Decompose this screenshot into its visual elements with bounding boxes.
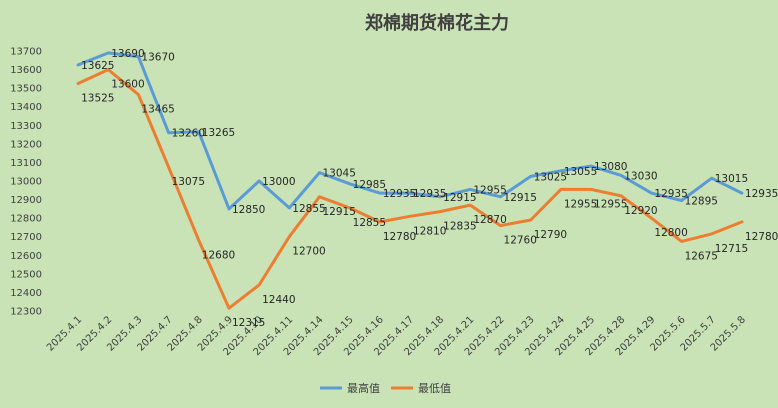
series-line-high: [76, 51, 744, 211]
data-label-low: 12810: [413, 225, 446, 237]
data-label-low: 12780: [383, 231, 416, 243]
y-tick-label: 13500: [10, 84, 42, 95]
data-label-high: 12855: [292, 203, 325, 215]
y-tick-label: 13100: [10, 158, 42, 169]
data-label-low: 12855: [353, 217, 386, 229]
data-label-high: 12955: [473, 184, 506, 196]
data-label-high: 12850: [232, 204, 265, 216]
data-label-high: 12935: [383, 188, 416, 200]
legend-label: 最低值: [418, 382, 451, 395]
y-tick-label: 13000: [10, 177, 42, 188]
data-label-low: 12780: [745, 231, 778, 243]
data-label-low: 12700: [292, 246, 325, 258]
data-label-high: 13260: [172, 128, 205, 140]
data-label-high: 13000: [262, 176, 295, 188]
data-label-high: 13045: [322, 168, 355, 180]
data-label-low: 12440: [262, 294, 295, 306]
data-label-high: 13670: [141, 52, 174, 64]
data-label-low: 13525: [81, 93, 114, 105]
data-label-low: 12870: [473, 214, 506, 226]
data-label-low: 12790: [534, 229, 567, 241]
data-label-high: 13030: [624, 170, 657, 182]
y-tick-label: 13600: [10, 65, 42, 76]
x-axis: 2025.4.12025.4.22025.4.32025.4.72025.4.8…: [45, 314, 748, 358]
data-label-high: 13625: [81, 60, 114, 72]
data-label-low: 12920: [624, 205, 657, 217]
data-label-low: 12315: [232, 317, 265, 329]
data-label-low: 12760: [504, 235, 537, 247]
y-tick-label: 13400: [10, 102, 42, 113]
data-label-high: 12915: [443, 192, 476, 204]
y-tick-label: 12900: [10, 195, 42, 206]
data-label-high: 12895: [685, 196, 718, 208]
legend: 最高值 最低值: [320, 381, 451, 395]
y-tick-label: 13300: [10, 121, 42, 132]
data-label-low: 12680: [202, 249, 235, 261]
y-tick-label: 13200: [10, 139, 42, 150]
data-label-high: 12915: [504, 192, 537, 204]
data-label-high: 12985: [353, 179, 386, 191]
y-tick-label: 12800: [10, 214, 42, 225]
y-tick-label: 12500: [10, 269, 42, 280]
data-label-high: 12935: [413, 188, 446, 200]
legend-label: 最高值: [347, 381, 380, 395]
data-label-high: 13690: [111, 48, 144, 60]
data-label-low: 12955: [564, 198, 597, 210]
data-label-low: 12800: [654, 227, 687, 239]
data-label-low: 13600: [111, 79, 144, 91]
data-label-high: 13025: [534, 171, 567, 183]
data-label-low: 12915: [322, 206, 355, 218]
data-label-high: 12935: [745, 188, 778, 200]
data-label-high: 13080: [594, 161, 627, 173]
data-label-low: 13465: [141, 104, 174, 116]
data-label-high: 13055: [564, 166, 597, 178]
y-axis: 12300 12400 12500 12600 12700 12800 12900 13000…: [10, 47, 42, 318]
data-label-low: 12715: [715, 243, 748, 255]
y-tick-label: 12400: [10, 288, 42, 299]
y-tick-label: 13700: [10, 47, 42, 58]
data-label-high: 13015: [715, 173, 748, 185]
data-label-high: 12935: [654, 188, 687, 200]
series-lines: [76, 51, 744, 310]
data-label-low: 12955: [594, 198, 627, 210]
series-line-low: [76, 68, 744, 310]
data-label-low: 12835: [443, 221, 476, 233]
y-tick-label: 12600: [10, 251, 42, 262]
data-label-high: 13265: [202, 127, 235, 139]
data-label-low: 12675: [685, 250, 718, 262]
data-label-low: 13075: [172, 176, 205, 188]
y-tick-label: 12300: [10, 307, 42, 318]
y-tick-label: 12700: [10, 232, 42, 243]
chart-title: 郑棉期货棉花主力: [365, 12, 509, 34]
